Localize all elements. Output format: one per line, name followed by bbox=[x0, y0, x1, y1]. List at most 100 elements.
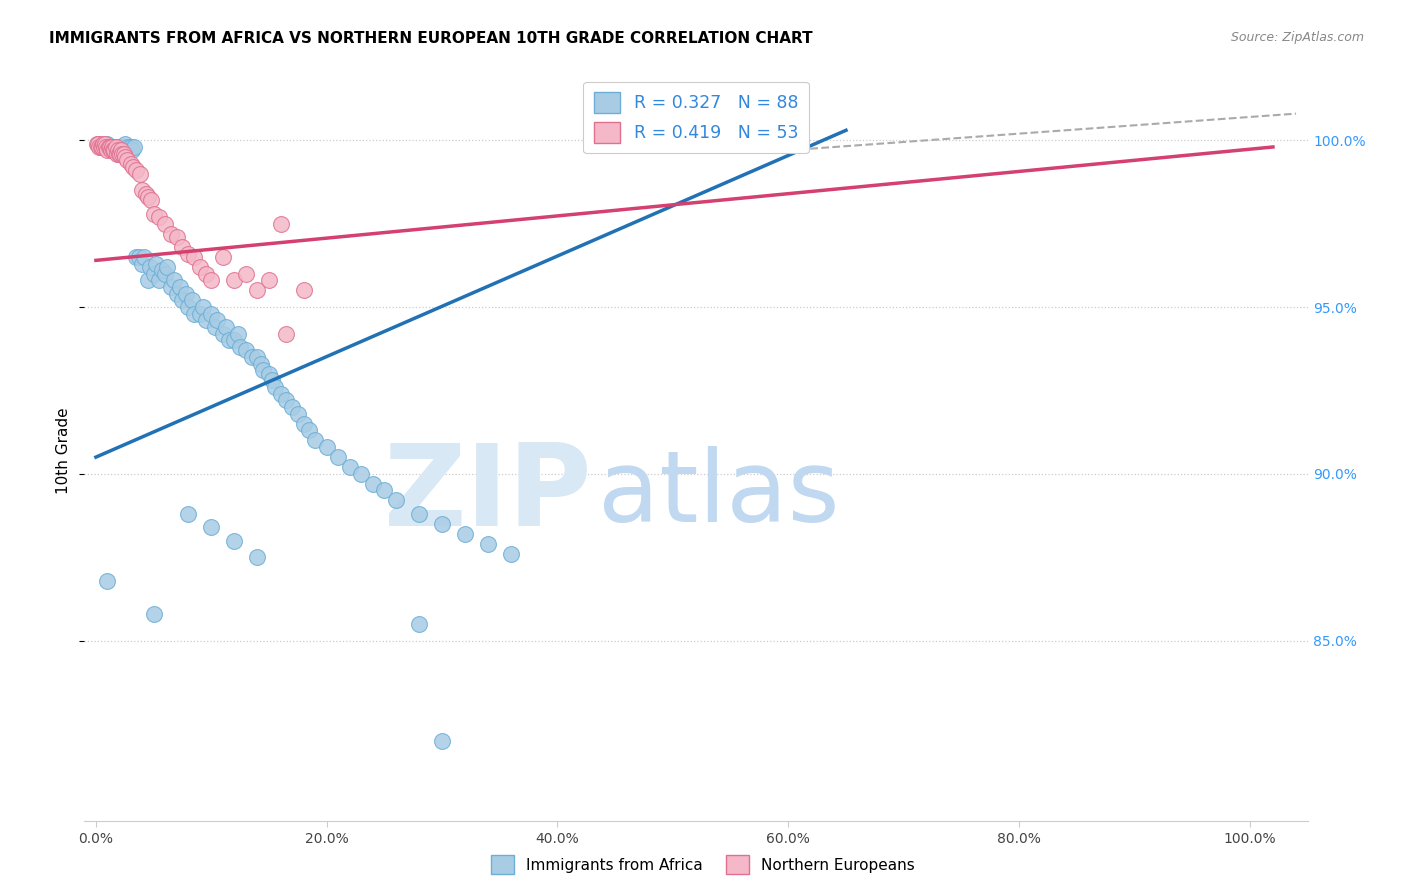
Point bbox=[454, 526, 477, 541]
Point bbox=[194, 313, 217, 327]
Point bbox=[373, 483, 395, 498]
Point bbox=[177, 507, 200, 521]
Point bbox=[262, 373, 284, 387]
Point bbox=[224, 273, 246, 287]
Point bbox=[108, 146, 131, 161]
Text: IMMIGRANTS FROM AFRICA VS NORTHERN EUROPEAN 10TH GRADE CORRELATION CHART: IMMIGRANTS FROM AFRICA VS NORTHERN EUROP… bbox=[49, 31, 813, 46]
Point bbox=[281, 400, 304, 414]
Point bbox=[121, 160, 143, 174]
Point bbox=[96, 144, 118, 158]
Point bbox=[240, 350, 263, 364]
Text: Source: ZipAtlas.com: Source: ZipAtlas.com bbox=[1230, 31, 1364, 45]
Point bbox=[180, 293, 202, 308]
Point bbox=[166, 230, 188, 244]
Point bbox=[224, 533, 246, 548]
Point bbox=[139, 260, 162, 274]
Point bbox=[276, 326, 298, 341]
Point bbox=[263, 380, 285, 394]
Point bbox=[128, 167, 150, 181]
Point bbox=[148, 210, 170, 224]
Point bbox=[107, 144, 129, 158]
Point bbox=[98, 140, 121, 154]
Point bbox=[150, 263, 173, 277]
Point bbox=[128, 250, 150, 264]
Point bbox=[169, 280, 191, 294]
Point bbox=[101, 140, 124, 154]
Point bbox=[153, 217, 176, 231]
Point bbox=[250, 357, 273, 371]
Point bbox=[287, 407, 309, 421]
Point bbox=[131, 257, 153, 271]
Point bbox=[385, 493, 408, 508]
Point bbox=[204, 320, 226, 334]
Point bbox=[235, 343, 257, 358]
Point bbox=[408, 507, 430, 521]
Point bbox=[160, 280, 183, 294]
Point bbox=[224, 334, 246, 348]
Point bbox=[96, 140, 118, 154]
Point bbox=[174, 286, 197, 301]
Point bbox=[141, 194, 163, 208]
Point bbox=[172, 293, 194, 308]
Point bbox=[97, 140, 120, 154]
Point bbox=[134, 250, 156, 264]
Point bbox=[108, 144, 131, 158]
Point bbox=[156, 260, 179, 274]
Point bbox=[350, 467, 373, 481]
Point bbox=[136, 273, 159, 287]
Point bbox=[114, 136, 136, 151]
Point bbox=[430, 516, 453, 531]
Point bbox=[298, 424, 321, 438]
Point bbox=[125, 163, 148, 178]
Point bbox=[315, 440, 337, 454]
Point bbox=[108, 140, 131, 154]
Point bbox=[103, 144, 125, 158]
Point bbox=[257, 367, 280, 381]
Point bbox=[136, 190, 159, 204]
Point bbox=[101, 144, 124, 158]
Point bbox=[235, 267, 257, 281]
Point bbox=[108, 146, 131, 161]
Point bbox=[112, 146, 135, 161]
Point bbox=[215, 320, 238, 334]
Point bbox=[86, 136, 108, 151]
Point bbox=[105, 140, 128, 154]
Point bbox=[229, 340, 252, 354]
Point bbox=[142, 207, 165, 221]
Point bbox=[114, 150, 136, 164]
Point bbox=[160, 227, 183, 241]
Point bbox=[430, 733, 453, 747]
Point bbox=[93, 140, 115, 154]
Point bbox=[292, 284, 315, 298]
Point bbox=[153, 267, 176, 281]
Point bbox=[110, 144, 132, 158]
Point bbox=[183, 307, 205, 321]
Point bbox=[96, 140, 118, 154]
Point bbox=[103, 144, 125, 158]
Point bbox=[211, 250, 233, 264]
Point bbox=[122, 140, 145, 154]
Point bbox=[120, 140, 142, 154]
Point bbox=[89, 140, 111, 154]
Point bbox=[103, 140, 125, 154]
Point bbox=[115, 144, 138, 158]
Point bbox=[246, 550, 269, 565]
Point bbox=[408, 616, 430, 631]
Text: ZIP: ZIP bbox=[384, 440, 592, 550]
Point bbox=[121, 144, 143, 158]
Point bbox=[304, 434, 326, 448]
Point bbox=[188, 307, 211, 321]
Point bbox=[172, 240, 194, 254]
Point bbox=[200, 307, 222, 321]
Point bbox=[104, 140, 127, 154]
Point bbox=[166, 286, 188, 301]
Point bbox=[93, 140, 115, 154]
Point bbox=[148, 273, 170, 287]
Point bbox=[103, 144, 125, 158]
Point bbox=[193, 300, 215, 314]
Point bbox=[218, 334, 240, 348]
Point bbox=[89, 140, 111, 154]
Point bbox=[91, 136, 114, 151]
Point bbox=[142, 267, 165, 281]
Point bbox=[177, 300, 200, 314]
